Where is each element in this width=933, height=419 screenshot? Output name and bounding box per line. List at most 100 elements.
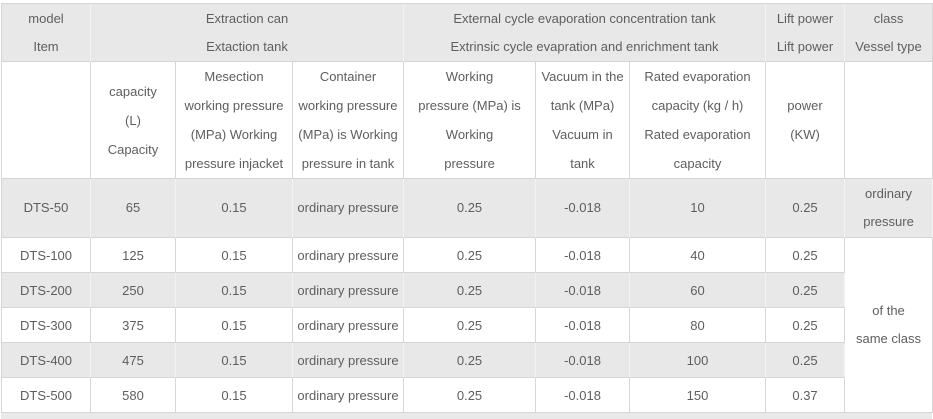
cell-tank-pressure: ordinary pressure bbox=[293, 378, 405, 413]
subheader-empty-class bbox=[845, 62, 933, 179]
header-line: power bbox=[787, 98, 823, 113]
subheader-capacity: capacity (L) Capacity bbox=[91, 62, 176, 179]
table-row: DTS-400 475 0.15 ordinary pressure 0.25 … bbox=[2, 343, 933, 378]
cell-class: ordinary pressure bbox=[845, 179, 933, 238]
cell-evaporation: 150 bbox=[630, 378, 767, 413]
cell-evaporation: 40 bbox=[630, 238, 767, 273]
subheader-evaporation-capacity: Rated evaporation capacity (kg / h) Rate… bbox=[630, 62, 767, 179]
header-line: (MPa) is Working bbox=[298, 127, 398, 142]
col-header-class: class Vessel type bbox=[845, 4, 933, 62]
spec-table: model Item Extraction can Extaction tank… bbox=[1, 3, 933, 413]
header-line: Item bbox=[33, 38, 59, 54]
cell-capacity: 125 bbox=[91, 238, 176, 273]
cell-jacket-pressure: 0.15 bbox=[176, 343, 293, 378]
header-line: pressure bbox=[444, 156, 495, 171]
cell-power: 0.37 bbox=[766, 378, 846, 413]
header-line: (KW) bbox=[790, 127, 820, 142]
cell-model: DTS-400 bbox=[2, 343, 91, 378]
header-line: capacity bbox=[109, 83, 157, 99]
cell-class-merged: of the same class bbox=[845, 238, 933, 413]
cell-model: DTS-200 bbox=[2, 273, 91, 308]
col-header-extraction-tank: Extraction can Extaction tank bbox=[91, 4, 405, 62]
cell-tank-pressure: ordinary pressure bbox=[293, 308, 405, 343]
cell-model: DTS-50 bbox=[2, 179, 91, 238]
header-line: Vessel type bbox=[855, 38, 922, 54]
table-row: DTS-500 580 0.15 ordinary pressure 0.25 … bbox=[2, 378, 933, 413]
cell-tank-pressure: ordinary pressure bbox=[293, 273, 405, 308]
class-line: ordinary bbox=[865, 186, 912, 201]
cell-vacuum: -0.018 bbox=[536, 273, 631, 308]
header-line: Extraction can bbox=[205, 10, 289, 26]
table-row: DTS-100 125 0.15 ordinary pressure 0.25 … bbox=[2, 238, 933, 413]
col-header-model-item: model Item bbox=[2, 4, 91, 62]
header-line: Rated evaporation bbox=[644, 127, 751, 142]
cell-capacity: 65 bbox=[91, 179, 176, 238]
cell-evaporation: 10 bbox=[630, 179, 767, 238]
header-line: Vacuum in bbox=[552, 127, 613, 142]
cell-capacity: 250 bbox=[91, 273, 176, 308]
cell-vacuum: -0.018 bbox=[536, 179, 631, 238]
header-line: (MPa) Working bbox=[190, 127, 278, 142]
header-line: tank (MPa) bbox=[550, 98, 615, 113]
header-line: class bbox=[873, 10, 904, 26]
class-line: same class bbox=[856, 331, 922, 346]
cell-model: DTS-300 bbox=[2, 308, 91, 343]
header-line: tank bbox=[570, 156, 595, 171]
cell-power: 0.25 bbox=[766, 238, 846, 273]
cell-tank-pressure: ordinary pressure bbox=[293, 238, 405, 273]
subheader-vacuum: Vacuum in the tank (MPa) Vacuum in tank bbox=[536, 62, 631, 179]
header-line: pressure injacket bbox=[184, 156, 284, 171]
cell-jacket-pressure: 0.15 bbox=[176, 273, 293, 308]
cell-vacuum: -0.018 bbox=[536, 308, 631, 343]
header-line: working pressure bbox=[298, 98, 398, 113]
cell-working-pressure: 0.25 bbox=[404, 273, 537, 308]
cell-working-pressure: 0.25 bbox=[404, 238, 537, 273]
cell-capacity: 475 bbox=[91, 343, 176, 378]
header-line: capacity bbox=[673, 156, 722, 171]
header-line: Vacuum in the bbox=[541, 69, 624, 84]
header-line: Mesection bbox=[204, 69, 264, 84]
table-row: DTS-200 250 0.15 ordinary pressure 0.25 … bbox=[2, 273, 933, 308]
header-row-group: model Item Extraction can Extaction tank… bbox=[2, 4, 933, 62]
subheader-power: power (KW) bbox=[766, 62, 846, 179]
header-line: model bbox=[28, 10, 64, 26]
cell-jacket-pressure: 0.15 bbox=[176, 378, 293, 413]
header-line: Container bbox=[319, 69, 377, 84]
cell-working-pressure: 0.25 bbox=[404, 308, 537, 343]
subheader-container-pressure: Container working pressure (MPa) is Work… bbox=[293, 62, 405, 179]
cell-evaporation: 60 bbox=[630, 273, 767, 308]
cell-capacity: 580 bbox=[91, 378, 176, 413]
header-line: External cycle evaporation concentration… bbox=[453, 10, 716, 26]
cell-working-pressure: 0.25 bbox=[404, 378, 537, 413]
header-line: Lift power bbox=[776, 38, 834, 54]
subheader-row: capacity (L) Capacity Mesection working … bbox=[2, 62, 933, 179]
class-line: pressure bbox=[863, 214, 914, 229]
col-header-external-cycle-tank: External cycle evaporation concentration… bbox=[404, 4, 767, 62]
cell-evaporation: 80 bbox=[630, 308, 767, 343]
cell-power: 0.25 bbox=[766, 308, 846, 343]
cell-model: DTS-500 bbox=[2, 378, 91, 413]
table-row: DTS-300 375 0.15 ordinary pressure 0.25 … bbox=[2, 308, 933, 343]
header-line: Extaction tank bbox=[206, 38, 288, 54]
partial-next-row-strip bbox=[1, 413, 932, 419]
header-line: Rated evaporation bbox=[644, 69, 751, 84]
subheader-jacket-pressure: Mesection working pressure (MPa) Working… bbox=[176, 62, 293, 179]
subheader-working-pressure: Working pressure (MPa) is Working pressu… bbox=[404, 62, 537, 179]
cell-power: 0.25 bbox=[766, 343, 846, 378]
cell-tank-pressure: ordinary pressure bbox=[293, 343, 405, 378]
cell-model: DTS-100 bbox=[2, 238, 91, 273]
col-header-lift-power: Lift power Lift power bbox=[766, 4, 846, 62]
cell-vacuum: -0.018 bbox=[536, 238, 631, 273]
header-line: pressure (MPa) is bbox=[418, 98, 521, 113]
subheader-empty-model bbox=[2, 62, 91, 179]
cell-working-pressure: 0.25 bbox=[404, 179, 537, 238]
cell-power: 0.25 bbox=[766, 273, 846, 308]
header-line: Working bbox=[445, 127, 494, 142]
header-line: Extrinsic cycle evapration and enrichmen… bbox=[450, 38, 719, 54]
cell-vacuum: -0.018 bbox=[536, 378, 631, 413]
header-line: Working bbox=[445, 69, 494, 84]
header-line: capacity (kg / h) bbox=[651, 98, 744, 113]
table-row: DTS-50 65 0.15 ordinary pressure 0.25 -0… bbox=[2, 179, 933, 238]
cell-working-pressure: 0.25 bbox=[404, 343, 537, 378]
